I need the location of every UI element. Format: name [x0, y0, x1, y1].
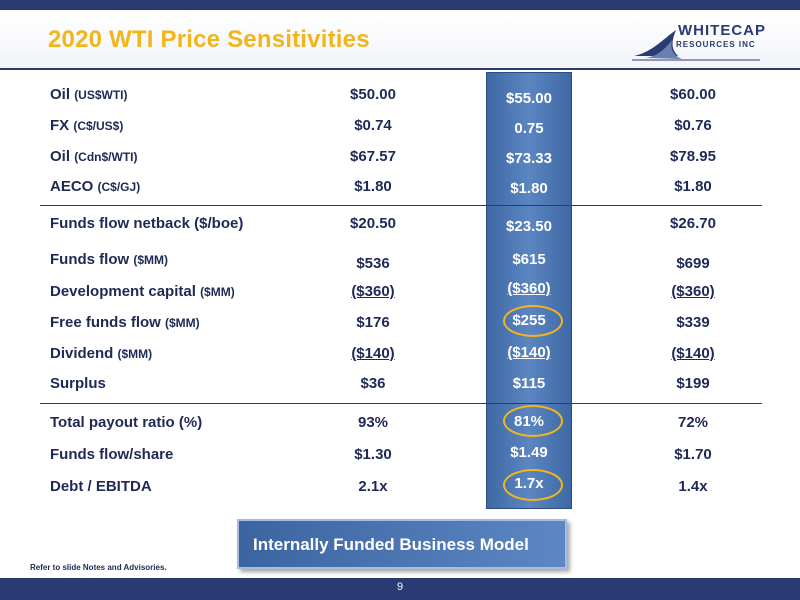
value-low: $20.50 [350, 215, 396, 232]
value-high: ($360) [671, 283, 715, 300]
row-label: Funds flow/share [50, 446, 174, 463]
value-high: $78.95 [670, 148, 716, 165]
value-low: $1.30 [354, 446, 392, 463]
value-base: 0.75 [514, 120, 544, 137]
row-label: Funds flow ($MM) [50, 251, 168, 268]
banner-text: Internally Funded Business Model [253, 535, 529, 554]
header-divider [0, 68, 800, 70]
page-number: 9 [396, 581, 404, 593]
value-high: $1.80 [674, 178, 712, 195]
table-row: Surplus $36 $115 $199 [0, 375, 800, 395]
table-row: Funds flow netback ($/boe) $20.50 $23.50… [0, 215, 800, 235]
table-row: Oil (US$WTI) $50.00 $55.00 $60.00 [0, 86, 800, 107]
value-low: ($140) [351, 345, 395, 362]
value-base: $23.50 [506, 218, 552, 235]
value-base: ($140) [507, 344, 551, 361]
row-label: Dividend ($MM) [50, 345, 153, 362]
section-divider [40, 205, 762, 206]
value-high: $1.70 [674, 446, 712, 463]
table-row: Total payout ratio (%) 93% 81% 72% [0, 413, 800, 434]
highlight-circle [503, 405, 563, 437]
highlight-circle [503, 305, 563, 337]
row-label: Oil (US$WTI) [50, 86, 128, 103]
row-label: Total payout ratio (%) [50, 414, 203, 431]
value-low: $50.00 [350, 86, 396, 103]
value-high: $0.76 [674, 117, 712, 134]
logo-subtitle: RESOURCES INC [676, 40, 756, 49]
value-low: 93% [357, 414, 389, 431]
value-low: $536 [356, 255, 390, 272]
value-high: 1.4x [678, 478, 708, 495]
value-base: $55.00 [506, 90, 552, 107]
logo-name: WHITECAP [678, 22, 766, 39]
value-high: $699 [676, 255, 710, 272]
row-label: Funds flow netback ($/boe) [50, 215, 244, 232]
value-base: $1.80 [510, 180, 548, 197]
row-label: AECO (C$/GJ) [50, 178, 141, 195]
table-row: Debt / EBITDA 2.1x 1.7x 1.4x [0, 475, 800, 498]
table-row: FX (C$/US$) $0.74 0.75 $0.76 [0, 117, 800, 137]
table-row: AECO (C$/GJ) $1.80 $1.80 $1.80 [0, 178, 800, 198]
table-row: Oil (Cdn$/WTI) $67.57 $73.33 $78.95 [0, 148, 800, 168]
value-low: $176 [356, 314, 390, 331]
slide-title: 2020 WTI Price Sensitivities [48, 26, 370, 53]
table-row: Dividend ($MM) ($140) ($140) ($140) [0, 344, 800, 365]
business-model-banner: Internally Funded Business Model [237, 519, 567, 569]
value-low: ($360) [351, 283, 395, 300]
table-row: Funds flow ($MM) $536 $615 $699 [0, 251, 800, 272]
value-low: 2.1x [358, 478, 388, 495]
value-low: $36 [360, 375, 386, 392]
value-low: $0.74 [354, 117, 392, 134]
value-base: ($360) [507, 280, 551, 297]
value-base: $615 [512, 251, 546, 268]
whitecap-wave-logo-icon [632, 30, 760, 61]
value-base: $1.49 [510, 444, 548, 461]
row-label: Oil (Cdn$/WTI) [50, 148, 138, 165]
bottom-bar [0, 578, 800, 600]
highlight-circle [503, 469, 563, 501]
table-row: Free funds flow ($MM) $176 $255 $339 [0, 312, 800, 334]
value-high: $339 [676, 314, 710, 331]
footnote: Refer to slide Notes and Advisories. [30, 563, 167, 572]
row-label: Development capital ($MM) [50, 283, 235, 300]
table-row: Development capital ($MM) ($360) ($360) … [0, 280, 800, 303]
value-low: $1.80 [354, 178, 392, 195]
top-bar [0, 0, 800, 10]
row-label: Free funds flow ($MM) [50, 314, 200, 331]
value-base: $73.33 [506, 150, 552, 167]
value-low: $67.57 [350, 148, 396, 165]
row-label: Debt / EBITDA [50, 478, 152, 495]
section-divider [40, 403, 762, 404]
row-label: Surplus [50, 375, 106, 392]
value-high: 72% [677, 414, 709, 431]
value-base: $115 [512, 375, 546, 392]
table-row: Funds flow/share $1.30 $1.49 $1.70 [0, 444, 800, 466]
row-label: FX (C$/US$) [50, 117, 124, 134]
value-high: $199 [676, 375, 710, 392]
value-high: ($140) [671, 345, 715, 362]
value-high: $26.70 [670, 215, 716, 232]
value-high: $60.00 [670, 86, 716, 103]
